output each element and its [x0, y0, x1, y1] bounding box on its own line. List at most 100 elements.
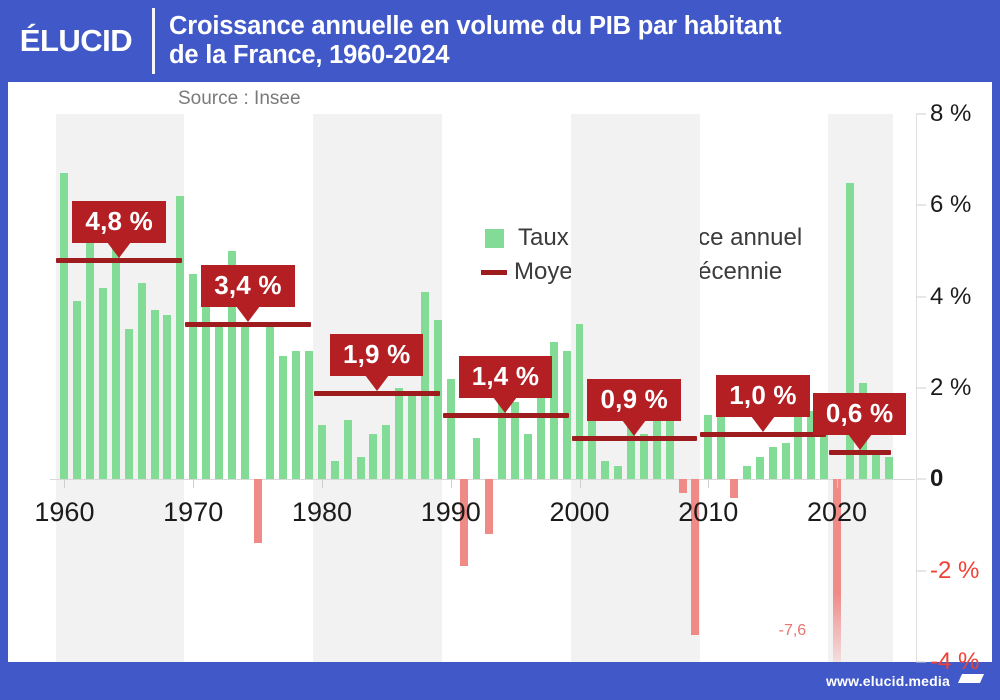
decade-average-badge[interactable]: 1,0 %	[716, 374, 810, 432]
chart-bar[interactable]	[884, 456, 893, 480]
chart-bar[interactable]	[150, 310, 159, 480]
chart-bar[interactable]	[111, 241, 120, 480]
chart-bar[interactable]	[124, 328, 133, 480]
page-header: ÉLUCID Croissance annuelle en volume du …	[0, 0, 1000, 82]
chart-bar[interactable]	[807, 410, 816, 480]
x-axis-tick-label: 1960	[34, 497, 95, 528]
x-axis-tick-label: 1990	[420, 497, 481, 528]
y-axis-tick-label: 2 %	[930, 374, 972, 401]
chart-bar[interactable]	[292, 351, 301, 480]
chart-bar[interactable]	[202, 292, 211, 480]
badge-pointer-icon	[364, 374, 389, 391]
chart-bar[interactable]	[691, 479, 700, 635]
chart-bar[interactable]	[73, 301, 82, 480]
chart-bar[interactable]	[356, 456, 365, 480]
y-axis-tick-label: 0	[930, 465, 944, 493]
legend-swatch-line-icon	[481, 269, 507, 275]
decade-average-label: 1,0 %	[729, 379, 797, 410]
x-axis-tick-mark	[193, 479, 195, 489]
chart-bar[interactable]	[781, 442, 790, 480]
chart-bar[interactable]	[459, 479, 468, 567]
chart-bar[interactable]	[421, 292, 429, 480]
chart-bar[interactable]	[498, 401, 507, 480]
chart-bar[interactable]	[678, 479, 687, 494]
chart-bar[interactable]	[433, 319, 442, 480]
decade-average-badge[interactable]: 1,4 %	[458, 356, 553, 414]
x-axis-tick-label: 1980	[291, 497, 353, 528]
chart-bar[interactable]	[768, 447, 777, 480]
chart-bar[interactable]	[137, 282, 146, 480]
decade-average-badge[interactable]: 3,4 %	[201, 265, 295, 323]
header-divider	[152, 8, 155, 74]
chart-bar[interactable]	[549, 342, 558, 480]
decade-average-label: 1,9 %	[342, 338, 411, 369]
chart-bar[interactable]	[871, 451, 880, 480]
chart-source: Source : Insee	[178, 88, 301, 109]
chart-bar[interactable]	[742, 465, 751, 480]
footer-url[interactable]: www.elucid.media	[825, 673, 950, 689]
chart-bar[interactable]	[575, 324, 584, 480]
decade-average-badge[interactable]: 0,9 %	[587, 379, 681, 437]
chart-bar[interactable]	[730, 479, 738, 498]
zero-baseline	[50, 479, 915, 481]
chart-bar[interactable]	[601, 461, 610, 480]
decade-average-line	[313, 390, 440, 396]
chart-bar[interactable]	[369, 433, 378, 480]
chart-bar[interactable]	[214, 324, 223, 480]
chart-bar[interactable]	[833, 479, 842, 662]
chart-bar[interactable]	[755, 456, 764, 480]
chart-bar[interactable]	[511, 401, 520, 480]
x-axis-tick-mark	[579, 479, 581, 489]
chart-bar[interactable]	[536, 392, 545, 480]
chart-bar[interactable]	[820, 406, 829, 480]
decade-average-badge[interactable]: 0,6 %	[812, 392, 907, 450]
chart-bar[interactable]	[408, 392, 417, 480]
chart-bar[interactable]	[86, 232, 95, 480]
page-title-line2: de la France, 1960-2024	[169, 41, 450, 69]
chart-bar[interactable]	[305, 351, 314, 480]
chart-bar[interactable]	[485, 479, 494, 535]
x-axis-tick-mark	[837, 479, 839, 489]
chart-bar[interactable]	[395, 388, 404, 480]
chart-bar[interactable]	[240, 324, 249, 480]
badge-pointer-icon	[622, 420, 647, 437]
chart-bar[interactable]	[266, 324, 275, 480]
chart-bar[interactable]	[717, 401, 726, 480]
chart-bar[interactable]	[330, 461, 339, 480]
badge-pointer-icon	[235, 306, 260, 323]
chart-bar[interactable]	[317, 424, 326, 480]
x-axis-tick-mark	[321, 479, 323, 489]
chart-bar[interactable]	[524, 433, 532, 480]
chart-bar[interactable]	[279, 356, 288, 480]
chart-bar[interactable]	[99, 287, 108, 480]
chart-bar[interactable]	[176, 196, 185, 480]
chart-bar[interactable]	[588, 419, 597, 480]
chart-bar[interactable]	[60, 173, 69, 480]
decade-average-line	[442, 413, 569, 419]
decade-average-label: 1,4 %	[471, 361, 540, 392]
chart-bar[interactable]	[639, 433, 648, 480]
decade-average-badge[interactable]: 4,8 %	[72, 201, 166, 259]
chart-bar[interactable]	[189, 273, 198, 480]
chart-bar[interactable]	[704, 415, 713, 480]
chart-bar[interactable]	[472, 438, 481, 480]
chart-bar[interactable]	[614, 465, 623, 480]
chart-bar[interactable]	[382, 424, 391, 480]
chart-bar[interactable]	[253, 479, 262, 544]
chart-bar[interactable]	[163, 314, 172, 480]
legend-swatch-square-icon	[485, 228, 504, 248]
elucid-logo[interactable]: ÉLUCID	[0, 0, 152, 82]
chart-bar[interactable]	[446, 378, 455, 480]
decade-average-line	[56, 258, 183, 264]
chart-bar[interactable]	[627, 410, 635, 480]
chart-bar[interactable]	[227, 251, 236, 480]
chart-bar[interactable]	[845, 182, 854, 480]
x-axis-tick-mark	[708, 479, 710, 489]
chart-plot-area: -7,6 4,8 % 3,4 % 1,9 % 1,4 % 0,9 % 1,0 % 0,6 %	[50, 114, 915, 662]
y-axis-tick-mark	[916, 478, 926, 480]
y-axis-tick-label: 6 %	[930, 191, 972, 219]
decade-average-label: 0,9 %	[600, 384, 668, 415]
badge-pointer-icon	[847, 433, 872, 450]
decade-average-badge[interactable]: 1,9 %	[329, 333, 424, 391]
chart-bar[interactable]	[343, 419, 352, 480]
